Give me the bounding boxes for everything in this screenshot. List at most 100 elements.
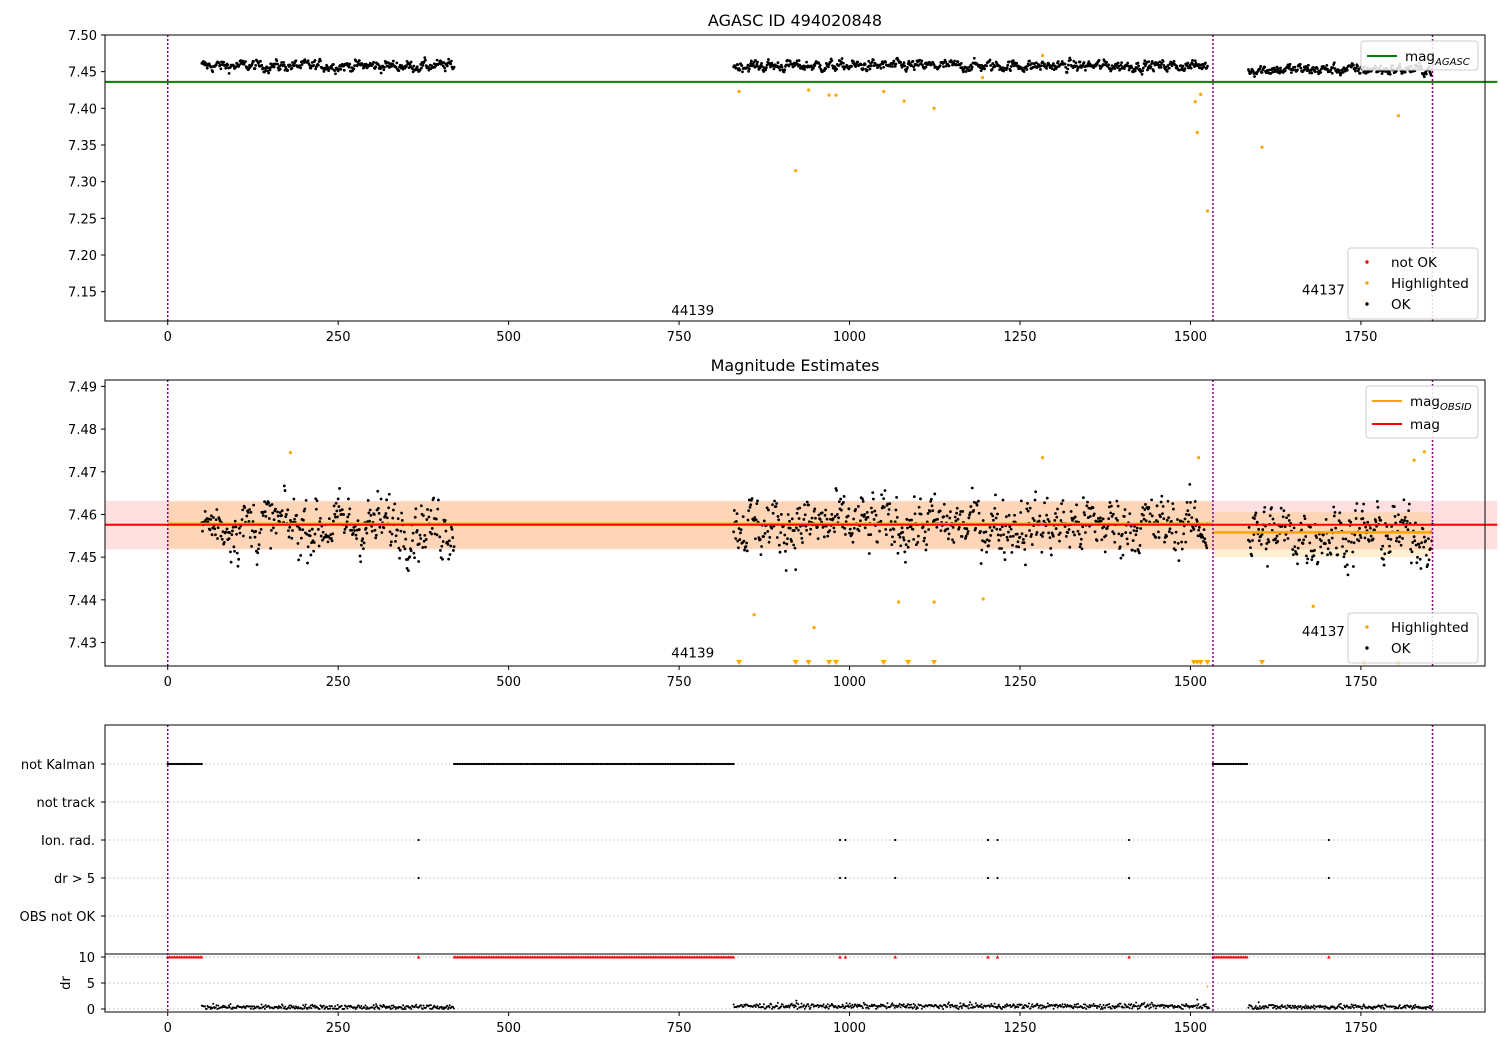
dr-point — [1171, 1004, 1174, 1007]
panel2-ok-point — [369, 514, 373, 517]
panel1-ok-point — [1357, 67, 1361, 71]
dr-point — [1352, 1004, 1355, 1007]
panel2-ok-point — [1143, 508, 1147, 511]
panel2-ok-point — [1265, 542, 1269, 545]
dr-point — [303, 1005, 306, 1008]
dr-point — [1208, 1007, 1210, 1010]
panel2-ok-point — [214, 533, 217, 537]
dr-point — [1285, 1007, 1288, 1010]
panel2-ok-point — [817, 513, 821, 517]
panel2-ok-point — [1346, 573, 1350, 577]
panel1-ok-point — [272, 65, 276, 69]
panel1-ok-point — [1043, 62, 1046, 66]
panel2-xtick-label-2: 500 — [496, 675, 521, 690]
panel2-ok-point — [209, 518, 213, 521]
flag-point — [524, 762, 527, 766]
dr-point — [365, 1008, 368, 1010]
panel1-ok-point — [907, 59, 911, 63]
panel1-highlighted-point-2 — [807, 88, 811, 92]
dr-point — [1110, 1007, 1113, 1010]
panel2-ok-point — [280, 509, 284, 513]
panel1-ok-point — [840, 57, 844, 60]
panel1-ok-point — [435, 58, 439, 62]
panel1-ok-point — [950, 60, 954, 64]
panel1-ok-point — [1251, 69, 1255, 73]
panel1-ok-point — [790, 62, 794, 66]
panel1-ok-point — [989, 64, 993, 67]
panel2-ok-point — [1377, 516, 1381, 519]
panel2-ok-point — [857, 505, 860, 508]
panel1-ok-point — [894, 62, 898, 66]
panel1-legend-label-1: Highlighted — [1391, 276, 1469, 292]
panel2-xtick-label-7: 1750 — [1344, 675, 1377, 690]
panel2-ok-point — [1358, 533, 1362, 537]
panel1-ok-point — [260, 63, 264, 67]
panel2-ok-point — [946, 527, 950, 531]
dr-point — [912, 1002, 915, 1005]
panel2-ok-point — [1059, 519, 1063, 522]
panel1-legend-sub-0: AGASC — [1434, 57, 1470, 68]
dr-point — [1258, 1007, 1261, 1010]
panel2-ok-point — [1009, 535, 1012, 538]
panel2-ytick-label-1: 7.44 — [68, 594, 97, 609]
flag-point — [667, 762, 670, 766]
panel2-ok-point — [1196, 534, 1200, 538]
panel2-ok-point — [1189, 529, 1193, 533]
panel2-ok-point — [284, 515, 288, 518]
panel2-ok-point — [917, 505, 921, 509]
panel1-ok-point — [325, 65, 329, 69]
panel1-ok-point — [1422, 75, 1426, 79]
dr-point — [1295, 1005, 1298, 1008]
panel2-ok-point — [1137, 551, 1141, 555]
panel1-ok-point — [1191, 59, 1194, 62]
panel1-ok-point — [423, 56, 427, 60]
panel2-highlighted-point-4 — [932, 600, 936, 604]
panel1-ok-point — [959, 62, 963, 65]
panel2-ok-point — [926, 512, 930, 515]
panel1-ok-point — [300, 63, 304, 66]
dr-point — [1052, 1007, 1055, 1010]
panel2-ok-point — [242, 534, 245, 538]
dr-point — [446, 1004, 449, 1007]
flag-point — [729, 762, 732, 766]
panel2-ok-point — [1056, 507, 1059, 511]
panel2-ok-point — [1252, 533, 1256, 536]
panel2-ok-point — [955, 511, 958, 515]
panel1-ok-point — [449, 59, 453, 63]
flag-point — [519, 762, 522, 766]
panel2-ok-point — [238, 531, 242, 535]
panel1-ok-point — [1056, 60, 1060, 63]
panel2-ok-point — [988, 525, 992, 529]
panel2-ok-point — [992, 518, 995, 522]
panel2-ok-point — [1095, 539, 1099, 542]
flag-point-6 — [1127, 876, 1131, 880]
panel1-ok-point — [994, 64, 997, 68]
dr-point — [1352, 1006, 1355, 1009]
flag-point — [1222, 762, 1225, 766]
panel1-ok-point — [327, 69, 331, 73]
flag-point — [185, 762, 188, 766]
dr-point — [304, 1003, 307, 1006]
flag-point — [456, 762, 459, 766]
panel2-ok-point — [1373, 528, 1376, 532]
flag-point — [660, 762, 664, 766]
panel1-ok-point — [867, 59, 871, 63]
panel2-ok-point — [759, 553, 763, 557]
panel1-ok-point — [1150, 62, 1153, 65]
panel2-ok-point — [452, 545, 456, 549]
flag-point-1 — [838, 876, 842, 880]
panel2-ok-point — [1257, 527, 1261, 531]
panel2-ok-point — [422, 514, 425, 517]
panel2-ok-point — [1322, 533, 1325, 537]
dr-point — [1136, 1008, 1139, 1010]
dr-clipped-point-5 — [995, 955, 1000, 959]
panel2-ok-point — [400, 511, 403, 515]
dr-point — [329, 1007, 332, 1010]
dr-point — [1147, 1004, 1150, 1007]
dr-point — [364, 1004, 367, 1007]
panel2-ok-point — [979, 529, 982, 533]
dr-point — [902, 1004, 904, 1007]
panel2-ok-point — [1300, 528, 1303, 532]
dr-point — [452, 1006, 454, 1009]
panel2-ok-point — [1374, 520, 1378, 523]
